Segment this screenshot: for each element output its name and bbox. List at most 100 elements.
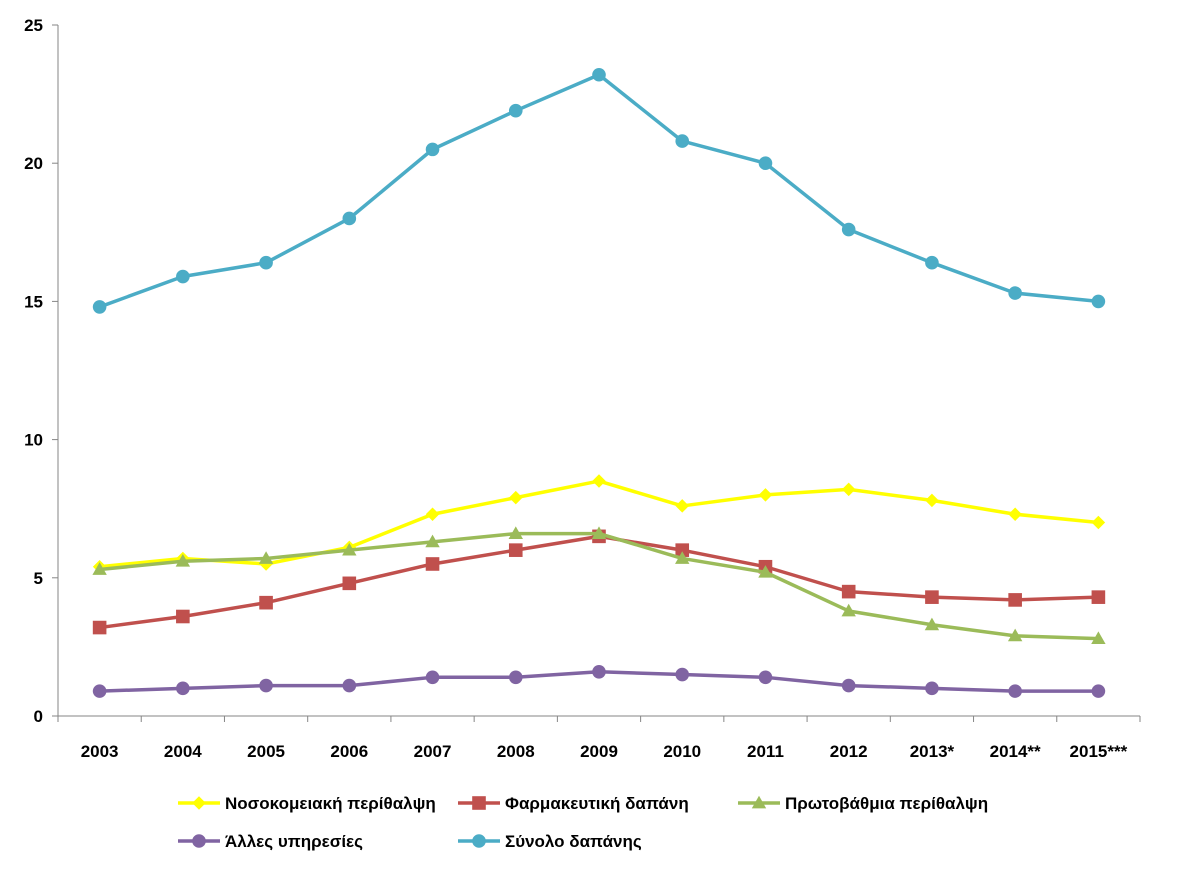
data-point — [342, 576, 357, 591]
x-tick-label: 2004 — [164, 742, 202, 761]
data-point — [1091, 631, 1106, 645]
legend-item: Νοσοκομειακή περίθαλψη — [178, 794, 436, 813]
x-tick-label: 2008 — [497, 742, 535, 761]
data-point — [925, 681, 939, 696]
legend-item: Σύνολο δαπάνης — [458, 832, 642, 851]
data-point — [92, 300, 107, 314]
data-point — [259, 678, 273, 693]
data-point — [591, 526, 607, 539]
legend-label: Νοσοκομειακή περίθαλψη — [225, 794, 436, 813]
series-line — [99, 479, 1099, 569]
legend-item: Φαρμακευτική δαπάνη — [458, 794, 689, 813]
y-tick-label: 0 — [34, 707, 43, 726]
x-tick-label: 2011 — [747, 742, 784, 761]
data-point — [425, 534, 440, 548]
data-point — [1008, 593, 1022, 607]
data-point — [675, 667, 690, 682]
data-point — [259, 595, 273, 610]
data-point — [508, 670, 523, 685]
legend-label: Σύνολο δαπάνης — [505, 832, 642, 851]
data-point — [508, 526, 523, 539]
data-point — [176, 269, 190, 284]
data-point — [342, 678, 357, 693]
data-point — [675, 543, 690, 557]
data-point — [758, 488, 773, 502]
data-point — [1007, 628, 1023, 642]
y-tick-label: 5 — [34, 569, 43, 588]
chart-legend: Νοσοκομειακή περίθαλψη Φαρμακευτική δαπάν… — [178, 794, 988, 851]
data-point — [92, 684, 107, 698]
data-point — [509, 490, 523, 505]
data-point — [92, 620, 107, 635]
legend-marker — [751, 795, 767, 809]
data-point — [675, 134, 690, 148]
x-tick-label: 2006 — [330, 742, 368, 761]
series-line — [99, 73, 1099, 309]
data-point — [176, 609, 190, 624]
data-point — [258, 551, 274, 564]
data-point — [758, 670, 773, 685]
x-tick-label: 2007 — [414, 742, 452, 761]
x-tick-label: 2015*** — [1070, 742, 1128, 761]
x-tick-label: 2010 — [663, 742, 701, 761]
data-point — [924, 617, 940, 631]
data-point — [592, 474, 606, 488]
series-line — [99, 531, 1099, 641]
data-point — [342, 211, 357, 226]
data-point — [758, 156, 773, 170]
x-tick-label: 2009 — [580, 742, 618, 761]
data-point — [425, 557, 440, 571]
data-point — [508, 543, 523, 557]
legend-label: Πρωτοβάθμια περίθαλψη — [785, 794, 988, 813]
x-tick-label: 2014** — [990, 742, 1041, 761]
legend-label: Φαρμακευτική δαπάνη — [505, 794, 689, 813]
data-point — [675, 551, 690, 564]
x-tick-label: 2012 — [830, 742, 868, 761]
data-point — [841, 482, 856, 497]
data-point — [925, 255, 939, 270]
data-point — [841, 584, 856, 599]
data-point — [175, 554, 191, 567]
data-point — [425, 142, 440, 157]
data-point — [508, 103, 523, 118]
data-point — [841, 678, 856, 693]
legend-item: Άλλες υπηρεσίες — [178, 832, 363, 851]
chart-axes: 0 5 10 15 20 25 2003 2004 2005 2006 2007 2008 2009 20… — [24, 16, 1141, 761]
data-point — [1091, 684, 1106, 698]
x-tick-label: 2005 — [247, 742, 285, 761]
data-point — [425, 670, 440, 685]
y-tick-label: 10 — [24, 431, 43, 450]
legend-marker — [192, 834, 206, 848]
data-point — [425, 507, 440, 521]
data-point — [925, 590, 939, 604]
data-point — [1091, 590, 1106, 604]
series-4 — [92, 664, 1106, 698]
y-tick-label: 25 — [24, 16, 43, 35]
data-point — [841, 603, 856, 617]
legend-marker — [472, 796, 486, 810]
legend-label: Άλλες υπηρεσίες — [225, 832, 363, 851]
y-tick-label: 15 — [24, 292, 43, 311]
series-2 — [92, 529, 1106, 635]
data-point — [176, 681, 190, 696]
data-point — [1008, 286, 1022, 300]
series-line — [99, 534, 1099, 630]
data-point — [1091, 515, 1106, 530]
legend-item: Πρωτοβάθμια περίθαλψη — [738, 794, 988, 813]
data-point — [259, 255, 273, 270]
legend-marker — [472, 834, 486, 848]
data-point — [758, 565, 773, 578]
data-point — [841, 222, 856, 237]
series-3 — [92, 526, 1106, 645]
data-point — [675, 499, 689, 513]
data-point — [592, 664, 606, 679]
y-tick-label: 20 — [24, 154, 43, 173]
data-point — [592, 67, 606, 82]
x-tick-label: 2003 — [81, 742, 119, 761]
data-point — [1008, 507, 1022, 521]
data-point — [92, 562, 107, 575]
data-point — [342, 542, 357, 556]
x-tick-label: 2013* — [910, 742, 955, 761]
chart-series — [92, 67, 1106, 698]
